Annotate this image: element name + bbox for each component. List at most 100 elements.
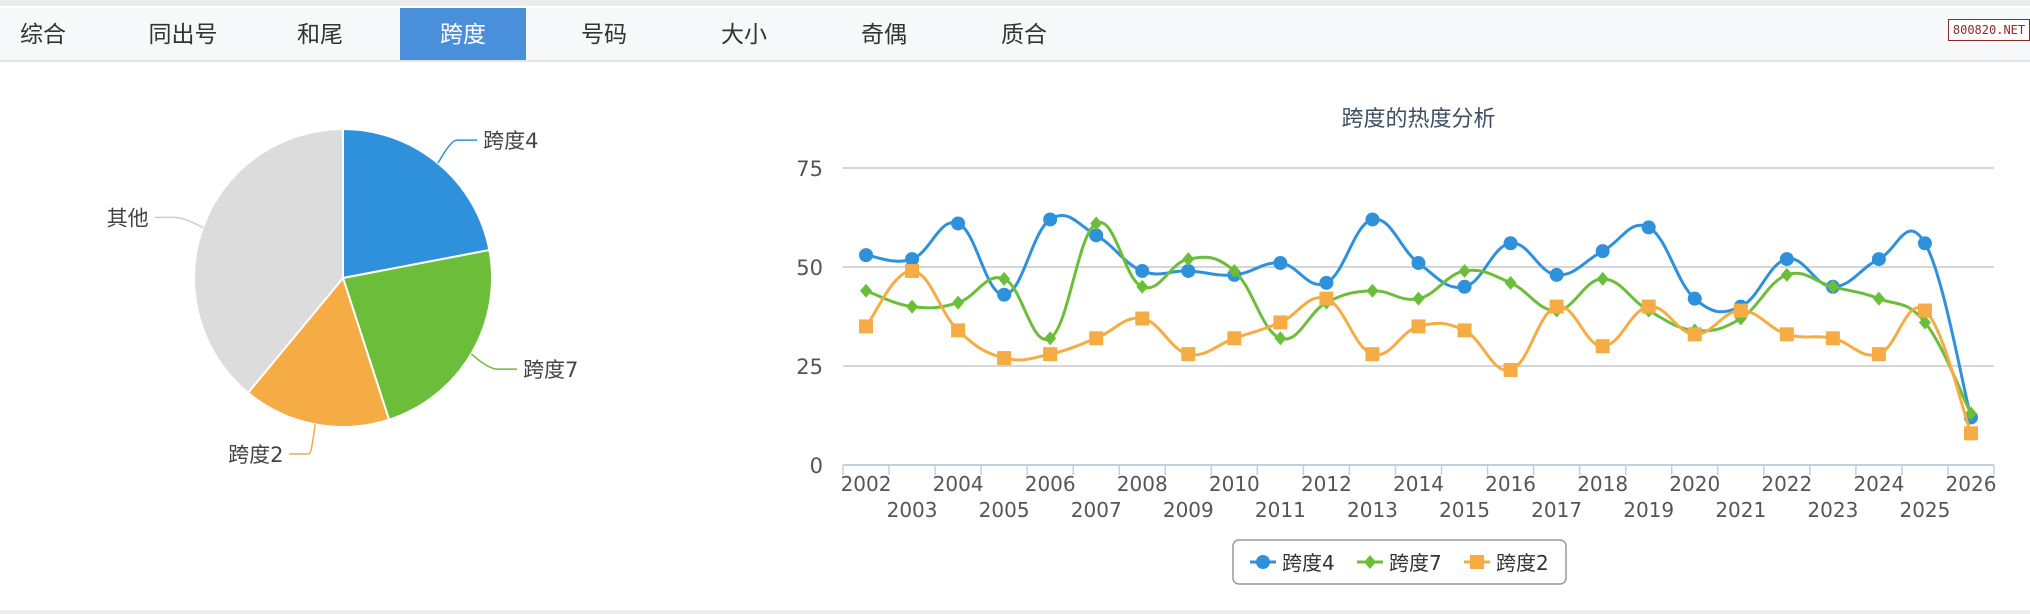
line-chart: 跨度的热度分析025507520022003200420052006200720… [796,107,1996,585]
pie-slice [246,275,391,428]
series-0 [859,212,1978,425]
data-point [1181,263,1196,278]
data-point [859,319,874,334]
x-tick-label: 2016 [1485,472,1536,496]
pie-connector [470,353,518,370]
tab-zhihe[interactable]: 质合 [1001,22,1047,48]
x-tick-label: 2024 [1853,472,1904,496]
legend-marker-icon [1256,555,1270,569]
data-point [1503,362,1518,377]
x-tick-label: 2009 [1163,498,1214,522]
legend-item[interactable]: 跨度7 [1357,551,1442,575]
x-tick-label: 2002 [841,472,892,496]
x-tick-label: 2014 [1393,472,1444,496]
x-tick-label: 2010 [1209,472,1260,496]
tab-haoma[interactable]: 号码 [581,22,627,48]
tab-bar: 综合 同出号 和尾 跨度 号码 大小 奇偶 质合 800820.NET [0,8,2030,62]
legend-item[interactable]: 跨度2 [1464,551,1549,575]
data-point [1595,339,1610,354]
data-point [1872,291,1885,306]
legend-label: 跨度4 [1282,551,1335,575]
pie-label: 其他 [107,206,149,230]
data-point [1273,256,1288,271]
data-point [1227,331,1242,346]
tab-daxiao[interactable]: 大小 [721,22,767,48]
data-point [1780,267,1793,282]
data-point [905,252,920,267]
legend-box [1232,539,1567,585]
data-point [1917,303,1932,318]
site-logo: 800820.NET [1948,19,2030,41]
data-point [951,323,966,338]
series-line [865,214,1973,418]
tab-zonghe[interactable]: 综合 [20,22,66,48]
data-point [1734,311,1747,326]
data-point [1871,347,1886,362]
bottom-border [0,610,2030,614]
data-point [1457,323,1472,338]
data-point [1964,406,1977,421]
data-point [1687,327,1702,342]
legend-item[interactable]: 跨度4 [1250,551,1335,575]
data-point [1044,331,1057,346]
pie-chart: 跨度4 跨度7 跨度2 其他 [107,127,578,467]
x-tick-label: 2020 [1669,472,1720,496]
tab-kuadu[interactable]: 跨度 [400,8,526,60]
data-point [1595,244,1610,259]
data-point [1549,299,1564,314]
series-2 [859,263,1978,441]
data-point [1273,315,1288,330]
data-point [860,283,873,298]
data-point [1366,283,1379,298]
pie-slice [341,248,493,421]
x-tick-label: 2011 [1255,498,1306,522]
data-point [1457,279,1472,294]
x-tick-label: 2018 [1577,472,1628,496]
pie-slice [342,127,491,280]
data-point [1917,236,1932,251]
data-point [1043,347,1058,362]
x-tick-label: 2015 [1439,498,1490,522]
pie-label: 跨度2 [228,443,283,467]
data-point [1504,275,1517,290]
x-tick-label: 2007 [1071,498,1122,522]
data-point [1918,315,1931,330]
legend-label: 跨度7 [1389,551,1442,575]
data-point [1411,319,1426,334]
data-point [1779,327,1794,342]
data-point [997,287,1012,302]
data-point [1549,267,1564,282]
data-point [1411,256,1426,271]
y-tick-label: 25 [796,355,823,379]
pie-label: 跨度7 [523,358,578,382]
data-point [951,216,966,231]
data-point [1274,331,1287,346]
data-point [1090,216,1103,231]
data-point [997,351,1012,366]
legend-label: 跨度2 [1496,551,1549,575]
data-point [1596,271,1609,286]
x-tick-label: 2013 [1347,498,1398,522]
tab-hewei[interactable]: 和尾 [297,22,343,48]
data-point [1458,263,1471,278]
pie-connector [154,216,204,229]
pie-connector [437,139,478,164]
data-point [952,295,965,310]
x-tick-label: 2003 [887,498,938,522]
x-tick-label: 2025 [1899,498,1950,522]
x-tick-label: 2005 [979,498,1030,522]
x-tick-label: 2008 [1117,472,1168,496]
data-point [1365,212,1380,227]
data-point [1641,299,1656,314]
data-point [859,248,874,263]
tab-jiou[interactable]: 奇偶 [861,22,907,48]
data-point [1779,252,1794,267]
tab-tongchuhao[interactable]: 同出号 [148,22,218,48]
y-tick-label: 0 [810,454,823,478]
data-point [1135,311,1150,326]
data-point [1365,347,1380,362]
data-point [1733,303,1748,318]
x-tick-label: 2006 [1025,472,1076,496]
data-point [1089,331,1104,346]
y-tick-label: 75 [796,157,823,181]
